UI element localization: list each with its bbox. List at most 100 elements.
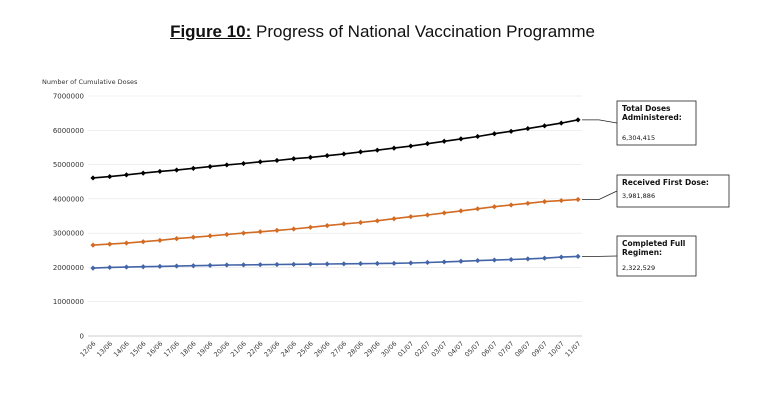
data-point <box>541 199 548 205</box>
data-point <box>291 156 297 162</box>
data-point <box>391 216 397 222</box>
callout-box <box>616 100 697 146</box>
data-point <box>174 236 180 242</box>
data-point <box>257 229 263 235</box>
callout-leader <box>582 119 618 124</box>
data-point <box>207 262 213 268</box>
y-tick-label: 4000000 <box>53 195 84 203</box>
data-point <box>441 138 447 144</box>
x-tick-label: 28/06 <box>346 340 365 359</box>
series-line <box>92 255 579 269</box>
x-tick-label: 19/06 <box>196 340 215 359</box>
data-point <box>307 261 314 267</box>
data-point <box>374 147 380 153</box>
data-point <box>123 264 130 270</box>
data-point <box>374 218 380 224</box>
data-point <box>140 264 146 270</box>
data-point <box>341 261 347 267</box>
x-axis-ticks: 12/0613/0614/0615/0616/0617/0618/0619/06… <box>79 340 583 359</box>
x-tick-label: 24/06 <box>279 340 298 359</box>
data-point <box>190 165 196 171</box>
x-tick-label: 20/06 <box>212 340 231 359</box>
x-tick-label: 22/06 <box>246 340 265 359</box>
callout-value: 3,981,886 <box>622 192 655 200</box>
data-point <box>475 257 481 264</box>
x-tick-label: 02/07 <box>413 340 432 359</box>
data-point <box>190 234 196 240</box>
series-layer <box>90 117 581 271</box>
data-point <box>291 261 297 267</box>
figure-title-text: Progress of National Vaccination Program… <box>251 22 595 41</box>
x-tick-label: 06/07 <box>480 340 499 359</box>
y-axis-label: Number of Cumulative Doses <box>42 78 138 86</box>
data-point <box>207 233 213 239</box>
data-point <box>357 219 364 226</box>
data-point <box>391 260 397 266</box>
data-point <box>240 230 247 236</box>
data-point <box>107 264 113 271</box>
data-point <box>575 117 581 123</box>
x-tick-label: 08/07 <box>513 340 532 359</box>
data-point <box>341 221 347 227</box>
series-line <box>92 198 579 246</box>
data-point <box>140 239 146 245</box>
x-tick-label: 30/06 <box>380 340 399 359</box>
x-tick-label: 21/06 <box>229 340 248 359</box>
data-point <box>424 141 431 147</box>
data-point <box>441 259 447 265</box>
callout-leader <box>582 190 618 200</box>
callout-value: 6,304,415 <box>622 134 655 142</box>
x-tick-label: 23/06 <box>262 340 281 359</box>
data-point <box>174 167 180 173</box>
x-tick-label: 10/07 <box>547 340 566 359</box>
x-tick-label: 29/06 <box>363 340 382 359</box>
data-point <box>257 262 263 268</box>
data-point <box>240 160 247 167</box>
data-point <box>558 254 564 260</box>
x-tick-label: 04/07 <box>446 340 465 359</box>
data-point <box>558 120 564 126</box>
data-point <box>508 202 514 208</box>
data-point <box>491 257 497 263</box>
data-point <box>291 226 297 232</box>
data-point <box>575 253 581 259</box>
x-tick-label: 09/07 <box>530 340 549 359</box>
y-tick-label: 3000000 <box>53 230 84 238</box>
data-point <box>224 162 230 168</box>
data-point <box>408 260 414 266</box>
data-point <box>424 212 431 218</box>
data-point <box>408 143 414 149</box>
data-point <box>575 196 581 203</box>
data-point <box>123 172 130 178</box>
figure-title-lead: Figure 10: <box>170 22 252 41</box>
data-point <box>374 260 380 267</box>
y-tick-label: 5000000 <box>53 161 84 169</box>
x-tick-label: 11/07 <box>564 340 583 359</box>
data-point <box>458 136 464 142</box>
callout-value: 2,322,529 <box>622 264 655 272</box>
x-tick-label: 15/06 <box>129 340 148 359</box>
x-tick-label: 13/06 <box>95 340 114 359</box>
data-point <box>90 265 96 271</box>
data-point <box>157 263 163 269</box>
data-point <box>391 145 397 151</box>
data-point <box>274 227 280 233</box>
y-tick-label: 2000000 <box>53 264 84 272</box>
data-point <box>541 255 548 261</box>
data-point <box>90 242 96 248</box>
figure-title: Figure 10: Progress of National Vaccinat… <box>0 22 765 42</box>
data-point <box>508 256 514 263</box>
data-point <box>357 261 364 267</box>
data-point <box>424 259 431 266</box>
callout-title: Total Doses Administered: <box>622 104 682 122</box>
x-tick-label: 25/06 <box>296 340 315 359</box>
callout-box <box>616 235 697 277</box>
y-axis-ticks: 7000000 6000000 5000000 4000000 3000000 20000… <box>53 93 84 341</box>
y-tick-label: 0 <box>80 333 84 341</box>
data-point <box>525 256 531 262</box>
callout-title: Completed Full Regimen: <box>622 239 685 257</box>
data-point <box>240 262 247 268</box>
callout-box <box>616 174 730 208</box>
data-point <box>157 168 163 175</box>
x-tick-label: 17/06 <box>162 340 181 359</box>
